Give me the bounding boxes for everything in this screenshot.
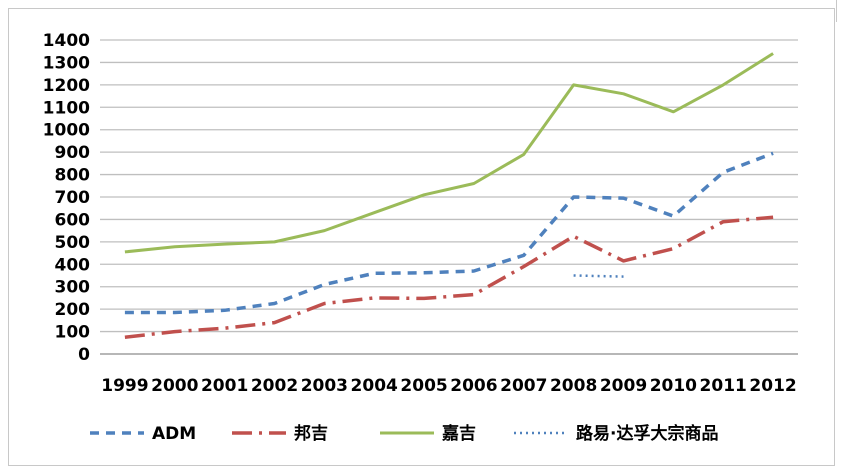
x-tick-label: 2005 — [400, 376, 447, 396]
y-tick-label: 900 — [55, 143, 91, 163]
y-tick-label: 100 — [55, 323, 91, 343]
series-lines — [124, 52, 774, 339]
legend-label: 嘉吉 — [441, 423, 476, 444]
legend-label: 邦吉 — [294, 423, 328, 444]
x-tick-label: 2003 — [301, 376, 348, 396]
y-tick-label: 300 — [55, 278, 91, 298]
x-tick-label: 2000 — [151, 376, 198, 396]
x-tick-label: 2009 — [600, 376, 647, 396]
gridlines — [100, 39, 798, 355]
series-line-1 — [124, 215, 774, 339]
x-tick-label: 2006 — [450, 376, 497, 396]
y-tick-label: 500 — [55, 233, 91, 253]
series-line-2 — [124, 52, 774, 254]
x-tick-label: 2012 — [749, 376, 796, 396]
x-tick-label: 2007 — [500, 376, 547, 396]
legend-label: 路易·达孚大宗商品 — [576, 423, 718, 444]
y-tick-label: 200 — [55, 300, 91, 320]
x-tick-label: 2008 — [550, 376, 597, 396]
series-line-0 — [124, 151, 774, 315]
y-tick-label: 600 — [55, 210, 91, 230]
y-tick-label: 700 — [55, 188, 91, 208]
x-tick-label: 1999 — [101, 376, 148, 396]
y-tick-label: 400 — [55, 255, 91, 275]
series-line-3 — [573, 274, 624, 278]
y-tick-label: 1000 — [43, 121, 90, 141]
x-tick-label: 2010 — [650, 376, 697, 396]
y-tick-label: 1300 — [43, 53, 90, 73]
y-tick-label: 800 — [55, 166, 91, 186]
y-tick-label: 1100 — [43, 98, 90, 118]
x-tick-label: 2002 — [251, 376, 298, 396]
legend: ADM 邦吉 嘉吉 路易·达孚大宗商品 — [90, 423, 718, 444]
corner-mark — [836, 0, 844, 22]
legend-label: ADM — [152, 424, 196, 444]
x-tick-label: 2001 — [201, 376, 248, 396]
y-tick-label: 1200 — [43, 76, 90, 96]
x-axis-ticks: 1999 2000 2001 2002 2003 2004 2005 2006 2007 2008… — [101, 376, 796, 396]
x-tick-label: 2011 — [700, 376, 747, 396]
y-tick-label: 1400 — [43, 31, 90, 51]
y-tick-label: 0 — [78, 345, 90, 365]
x-tick-label: 2004 — [351, 376, 398, 396]
